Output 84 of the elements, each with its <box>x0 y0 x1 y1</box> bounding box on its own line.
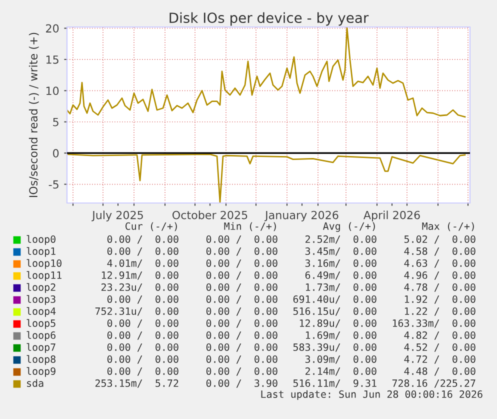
text: 1.92 / 0.00 <box>404 295 476 304</box>
y-axis-title: IOs/second read (-) / write (+) <box>28 32 39 198</box>
text: 5.02 / 0.00 <box>404 235 476 244</box>
text: 163.33m/ 0.00 <box>392 319 476 328</box>
text: 0.00 / 0.00 <box>206 331 278 340</box>
text: 253.15m/ 5.72 <box>95 379 178 388</box>
text: 4.58 / 0.00 <box>404 247 476 256</box>
text: 0.00 / 0.00 <box>206 283 278 292</box>
text: 0.00 / 0.00 <box>206 343 278 352</box>
text: 1.73m/ 0.00 <box>306 283 376 292</box>
text: 516.11m/ 9.31 <box>293 379 376 388</box>
text: 4.52 / 0.00 <box>404 343 476 352</box>
text: 1.22 / 0.00 <box>404 307 476 316</box>
text: 12.89u/ 0.00 <box>300 319 376 328</box>
y-tick-label: 5 <box>53 118 58 126</box>
legend-label: loop11 <box>26 271 62 281</box>
text: 0.00 / 3.90 <box>206 379 278 388</box>
legend-label: loop7 <box>26 343 56 353</box>
text: Avg (-/+) <box>323 222 375 232</box>
legend-label: loop5 <box>26 319 56 329</box>
legend-label: loop8 <box>26 355 56 365</box>
x-tick-label: January 2026 <box>264 210 338 222</box>
text: 0.00 / 0.00 <box>206 259 278 268</box>
y-tick-label: -5 <box>48 180 58 189</box>
text: 4.82 / 0.00 <box>404 331 476 340</box>
text: 728.16 /225.27 <box>392 379 476 388</box>
legend-label: sda <box>27 379 44 387</box>
legend-label: loop0 <box>26 235 56 245</box>
text: 0.00 / 0.00 <box>107 319 178 328</box>
legend-label: loop4 <box>26 307 56 317</box>
text: 4.63 / 0.00 <box>404 259 476 268</box>
text: 691.40u/ 0.00 <box>293 295 376 304</box>
text: 0.00 / 0.00 <box>206 271 278 280</box>
x-tick-label: April 2026 <box>363 210 420 222</box>
text: 0.00 / 0.00 <box>206 319 278 328</box>
y-tick-label: 10 <box>46 86 59 96</box>
text: 0.00 / 0.00 <box>206 247 278 256</box>
text: 0.00 / 0.00 <box>206 295 278 304</box>
text: 0.00 / 0.00 <box>206 355 278 364</box>
text: 4.01m/ 0.00 <box>107 259 178 268</box>
text: 0.00 / 0.00 <box>206 307 278 316</box>
y-tick-label: 20 <box>46 24 59 33</box>
text: 3.45m/ 0.00 <box>305 247 376 256</box>
text: 6.49m/ 0.00 <box>305 271 376 280</box>
text: 4.96 / 0.00 <box>404 271 476 280</box>
text: 12.91m/ 0.00 <box>102 271 178 280</box>
legend-label: loop6 <box>26 331 56 341</box>
text: 0.00 / 0.00 <box>107 295 178 304</box>
text: 0.00 / 0.00 <box>206 235 278 244</box>
line-series <box>67 27 466 118</box>
legend-label: loop9 <box>26 367 56 377</box>
text: 516.15u/ 0.00 <box>293 307 376 316</box>
legend-label: loop2 <box>26 283 56 293</box>
legend-label: loop10 <box>26 259 62 269</box>
x-tick-label: July 2025 <box>92 210 143 222</box>
text: 0.00 / 0.00 <box>206 367 278 376</box>
y-tick-label: 0 <box>53 149 59 158</box>
text: 0.00 / 0.00 <box>107 235 178 244</box>
text: 0.00 / 0.00 <box>107 343 178 352</box>
x-tick-label: October 2025 <box>172 210 248 220</box>
text: 4.48 / 0.00 <box>404 367 476 376</box>
text: 3.09m/ 0.00 <box>305 355 376 364</box>
y-tick-label: 15 <box>46 56 58 64</box>
text: 0.00 / 0.00 <box>107 355 178 364</box>
line-series <box>67 154 466 203</box>
text: 583.39u/ 0.00 <box>293 343 376 352</box>
text: 0.00 / 0.00 <box>107 247 178 256</box>
text: 1.69m/ 0.00 <box>306 331 376 340</box>
text: Max (-/+) <box>422 222 474 232</box>
text: 0.00 / 0.00 <box>107 367 178 376</box>
text: 3.16m/ 0.00 <box>305 259 376 268</box>
text: Min (-/+) <box>224 222 276 232</box>
legend-label: loop1 <box>26 247 56 257</box>
text: 0.00 / 0.00 <box>107 331 178 340</box>
text: Last update: Sun Jun 28 00:00:16 2026 <box>261 390 482 400</box>
text: 4.78 / 0.00 <box>404 283 476 292</box>
text: 4.72 / 0.00 <box>404 355 476 364</box>
text: 23.23u/ 0.00 <box>101 283 178 292</box>
legend-label: loop3 <box>26 295 56 305</box>
text: 2.52m/ 0.00 <box>306 235 376 244</box>
chart-title: Disk IOs per device - by year <box>170 12 369 26</box>
text: Cur (-/+) <box>125 222 177 232</box>
text: 2.14m/ 0.00 <box>306 367 376 376</box>
text: 752.31u/ 0.00 <box>95 307 178 316</box>
